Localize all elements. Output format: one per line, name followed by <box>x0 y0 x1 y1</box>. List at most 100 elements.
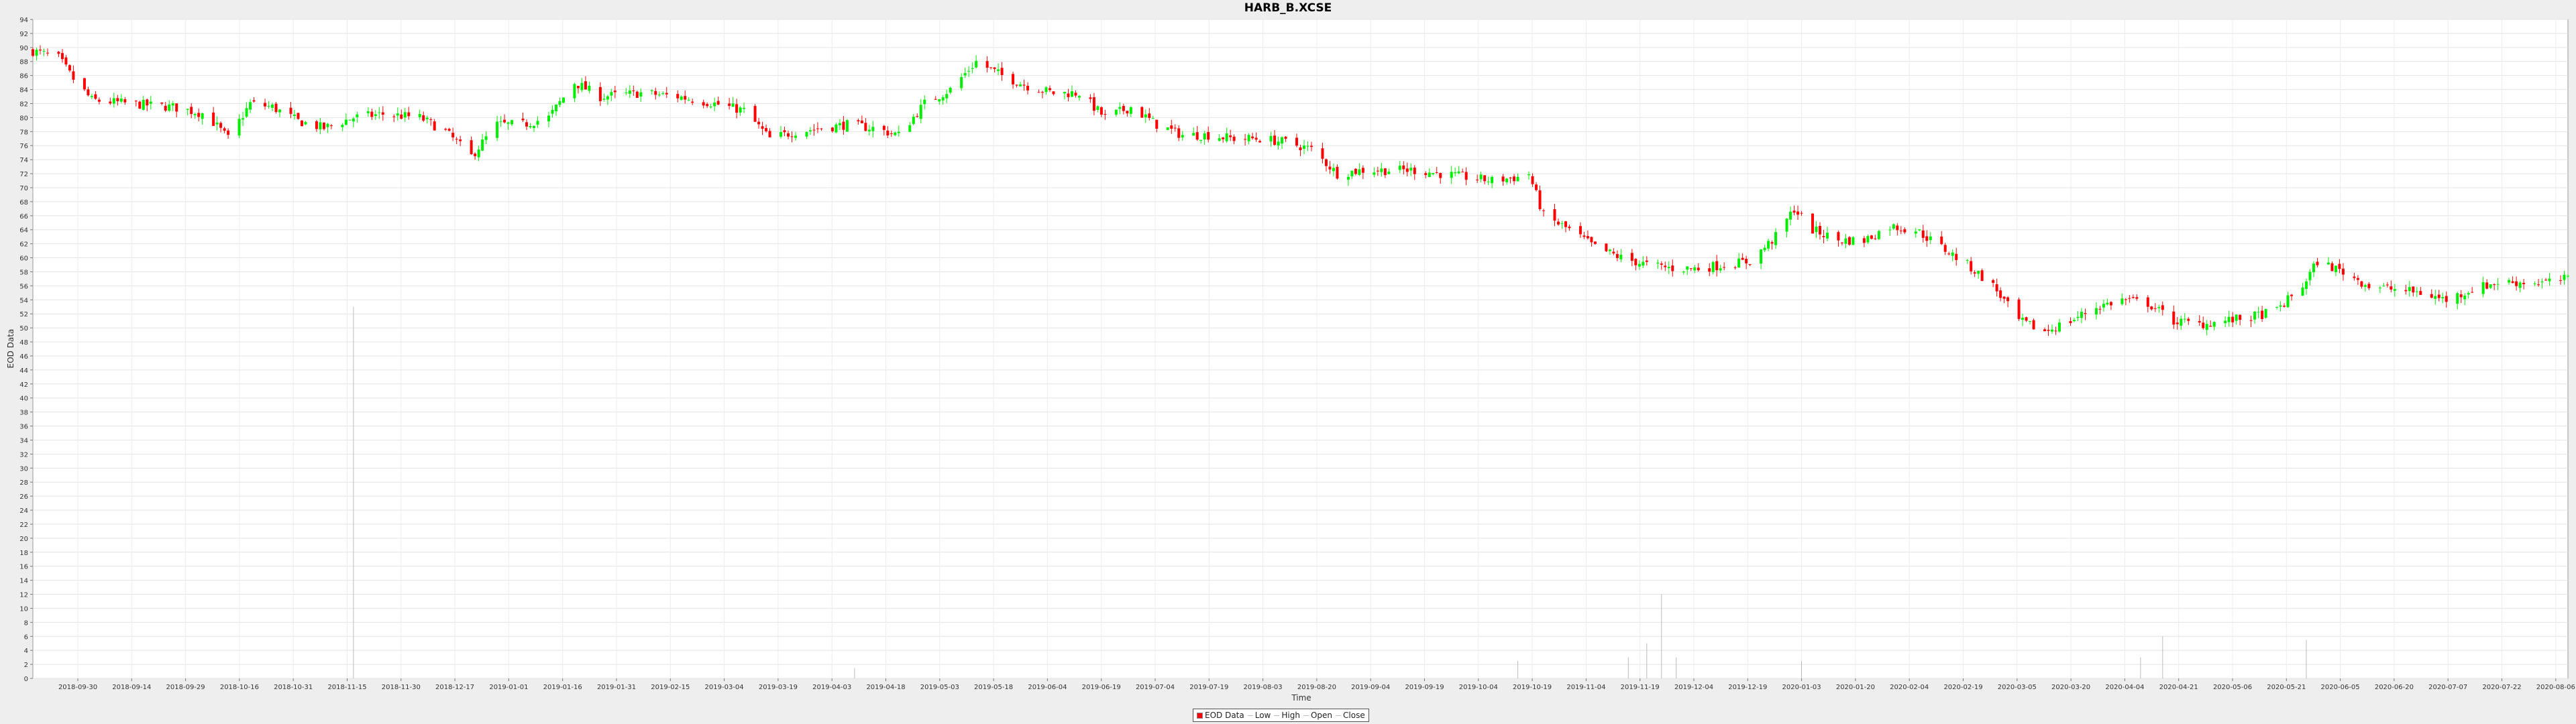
candle-down <box>2135 297 2139 299</box>
candle-up <box>2334 265 2337 273</box>
candle-up <box>1218 138 1221 141</box>
candle-down <box>934 99 937 100</box>
y-axis: 0246810121416182022242628303234363840424… <box>19 17 33 683</box>
y-tick-label: 26 <box>19 493 28 501</box>
candle-down <box>2338 263 2341 269</box>
candle-down <box>1741 257 1744 260</box>
candle-up <box>2279 305 2282 307</box>
candle-down <box>2239 314 2242 320</box>
candle-down <box>1328 166 1332 170</box>
candle-up <box>2463 295 2467 300</box>
y-tick-label: 76 <box>19 143 28 150</box>
y-tick-label: 2 <box>24 662 28 669</box>
candle-down <box>1376 170 1379 172</box>
candle-down <box>1321 148 1324 159</box>
candle-up <box>1063 92 1066 94</box>
candle-up <box>2121 298 2124 304</box>
candle-up <box>1380 168 1383 172</box>
y-tick-label: 72 <box>19 171 28 178</box>
candle-down <box>882 125 885 130</box>
y-tick-label: 74 <box>19 157 28 164</box>
candle-down <box>1970 261 1973 272</box>
candle-up <box>2467 293 2470 295</box>
candle-down <box>1538 190 1542 209</box>
candle-down <box>576 86 580 88</box>
candle-up <box>1774 232 1778 245</box>
candle-up <box>2489 284 2492 288</box>
candle-up <box>2205 324 2208 330</box>
y-tick-label: 54 <box>19 297 28 304</box>
candle-up <box>687 99 690 101</box>
x-tick-label: 2018-09-14 <box>112 684 151 691</box>
candle-up <box>551 109 554 114</box>
candle-down <box>716 101 720 105</box>
candle-up <box>1844 238 1847 244</box>
candle-down <box>1992 280 1995 283</box>
x-tick-label: 2019-06-04 <box>1028 684 1067 691</box>
candle-down <box>1940 236 1943 245</box>
candle-down <box>227 130 230 135</box>
candle-down <box>691 101 694 103</box>
candle-up <box>1491 176 1494 184</box>
y-tick-label: 80 <box>19 115 28 122</box>
candle-down <box>447 129 451 131</box>
candle-up <box>2029 320 2032 322</box>
candle-down <box>175 103 178 112</box>
candle-down <box>46 52 49 54</box>
candle-up <box>245 108 248 117</box>
candle-up <box>1560 223 1564 225</box>
candle-down <box>219 123 223 128</box>
candle-up <box>2072 320 2076 322</box>
candle-up <box>606 96 609 100</box>
y-tick-label: 12 <box>19 592 28 599</box>
candle-down <box>2043 329 2047 332</box>
candle-up <box>366 111 370 113</box>
candle-down <box>2459 294 2463 298</box>
candle-up <box>1019 84 1022 86</box>
candle-down <box>2150 306 2153 310</box>
plot-background <box>32 19 2569 679</box>
candle-up <box>2441 297 2445 299</box>
x-tick-label: 2018-10-31 <box>274 684 313 691</box>
candle-up <box>1346 176 1350 180</box>
candle-down <box>2316 261 2319 265</box>
legend-item-low: Low <box>1247 709 1271 721</box>
candle-up <box>341 125 344 127</box>
candle-down <box>584 81 587 90</box>
y-tick-label: 64 <box>19 227 28 235</box>
candle-down <box>474 154 477 156</box>
candle-up <box>2212 322 2216 327</box>
candle-up <box>403 112 407 118</box>
x-tick-label: 2020-02-19 <box>1943 684 1982 691</box>
candle-down <box>1140 107 1144 118</box>
y-tick-label: 56 <box>19 283 28 290</box>
candle-down <box>1435 172 1438 173</box>
candle-down <box>1464 172 1468 180</box>
candle-up <box>1192 133 1195 136</box>
candle-up <box>975 60 978 68</box>
candle-up <box>2286 295 2290 308</box>
candle-up <box>1203 133 1206 140</box>
candle-down <box>790 136 794 137</box>
candle-down <box>1501 176 1505 182</box>
candle-up <box>1387 171 1391 174</box>
candle-up <box>588 85 591 91</box>
candle-up <box>1763 247 1766 251</box>
candle-up <box>267 105 270 107</box>
x-tick-label: 2020-08-06 <box>2536 684 2575 691</box>
candle-down <box>381 112 384 115</box>
chart-legend: EOD Data Low High Open Close <box>1193 709 1369 722</box>
candle-down <box>1664 265 1667 267</box>
candle-up <box>894 132 897 135</box>
x-tick-label: 2019-07-19 <box>1189 684 1228 691</box>
legend-swatch-open <box>1303 715 1309 716</box>
x-tick-label: 2019-03-04 <box>705 684 744 691</box>
chart-title: HARB_B.XCSE <box>1244 1 1332 15</box>
candle-up <box>780 131 783 137</box>
y-tick-label: 40 <box>19 396 28 403</box>
x-tick-label: 2019-08-03 <box>1244 684 1283 691</box>
candle-down <box>123 99 127 103</box>
candle-up <box>912 117 915 124</box>
candle-down <box>702 102 705 106</box>
y-tick-label: 14 <box>19 578 28 585</box>
